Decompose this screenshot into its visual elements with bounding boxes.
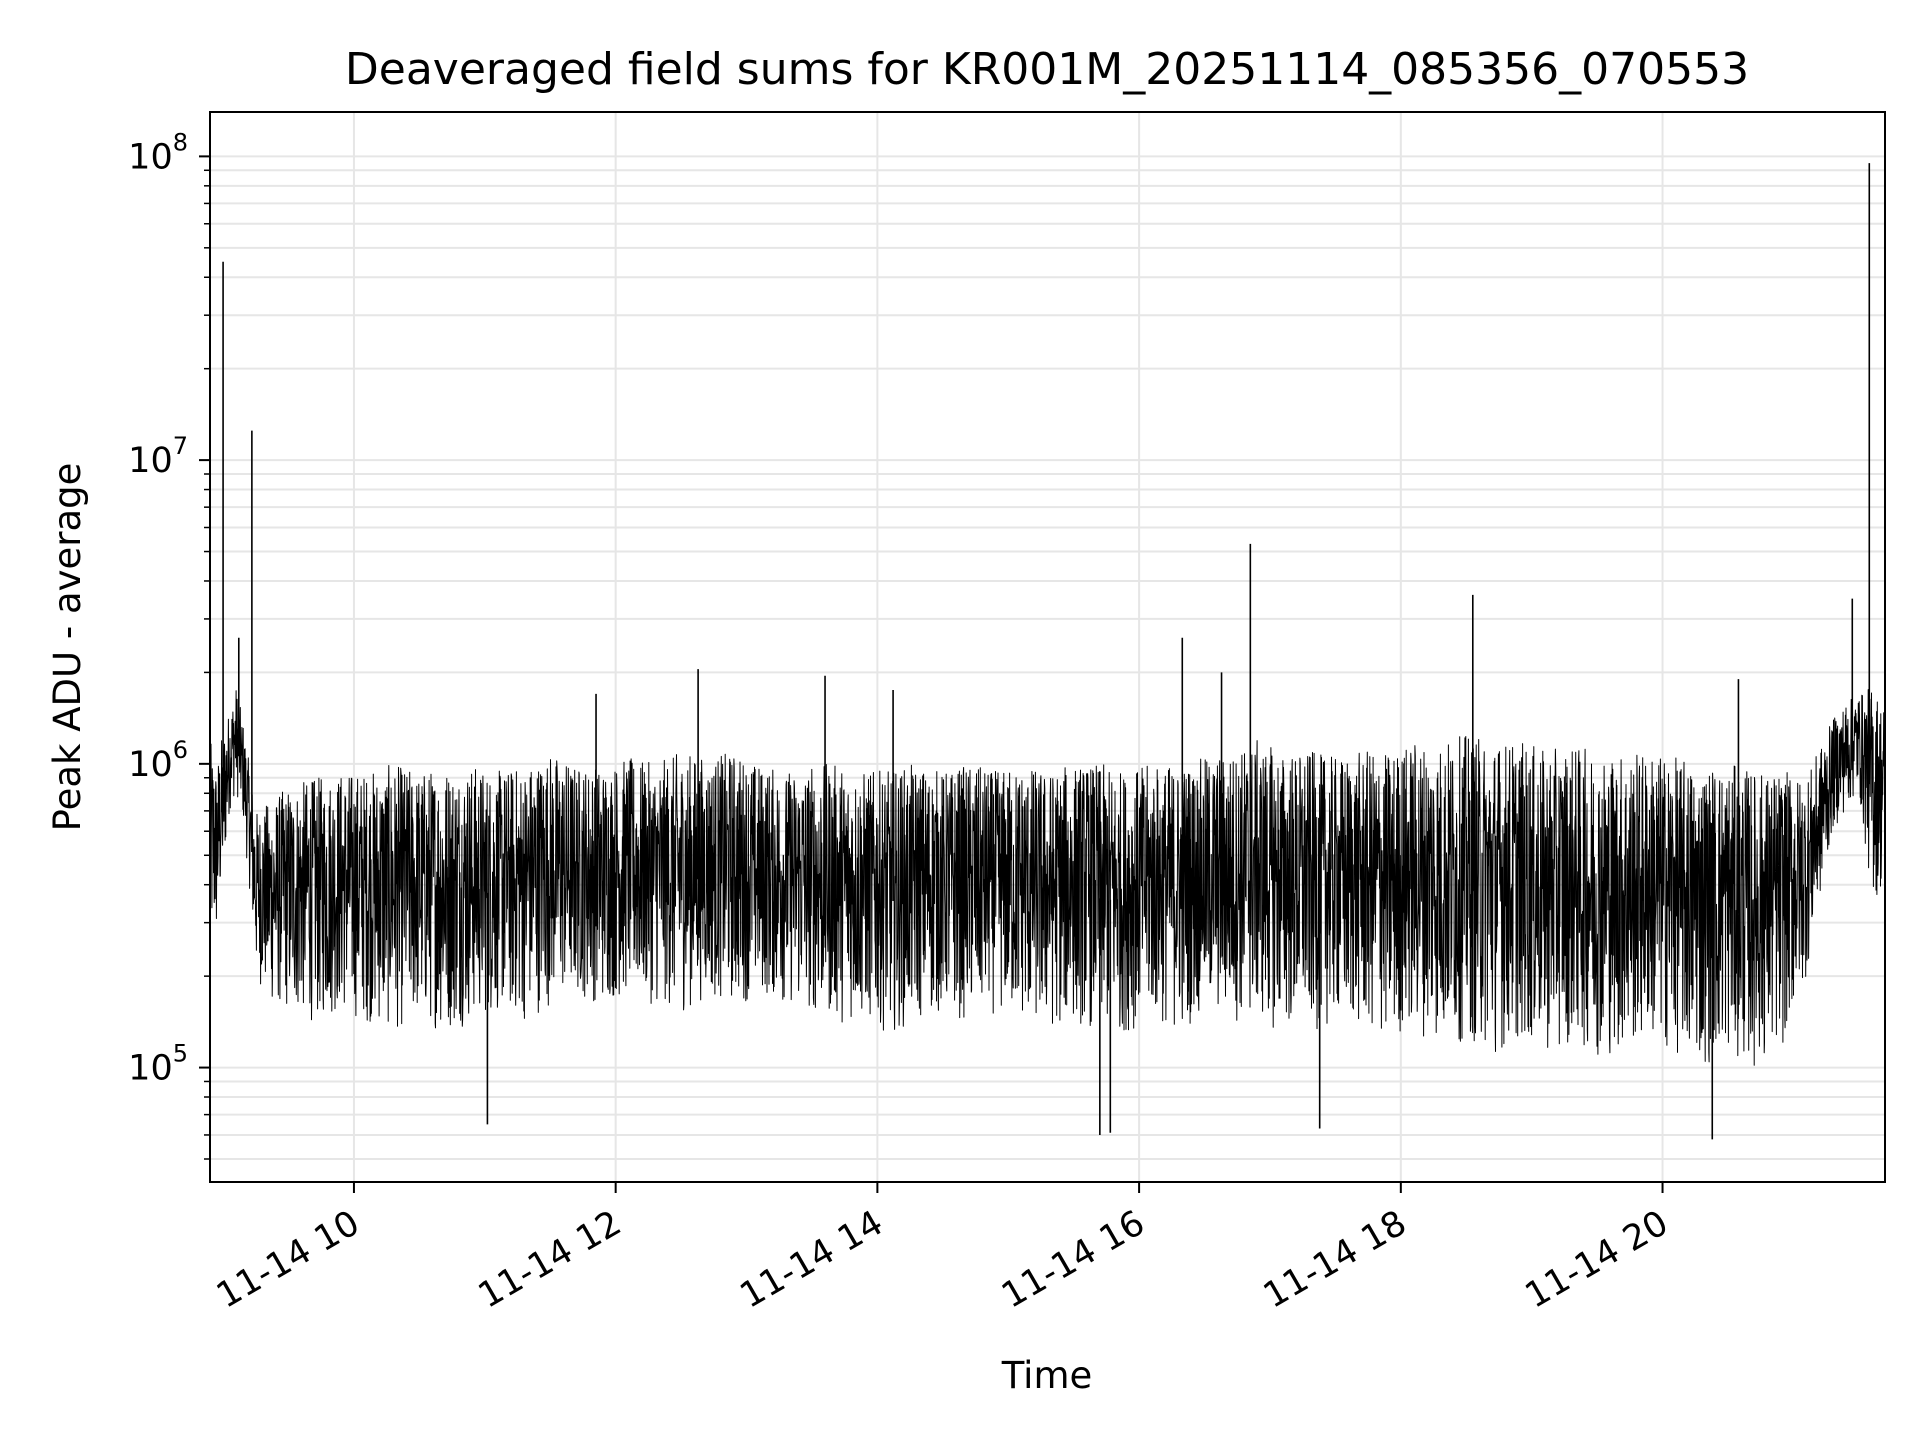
y-tick-label: 106 <box>128 736 188 785</box>
series-line <box>209 163 1886 1140</box>
y-tick-label: 107 <box>128 432 188 481</box>
plot-frame <box>209 111 1886 1183</box>
x-axis-label: Time <box>1001 1354 1093 1397</box>
y-tick-label: 108 <box>128 128 188 177</box>
chart-title: Deaveraged field sums for KR001M_2025111… <box>345 44 1749 95</box>
y-axis-label: Peak ADU - average <box>46 463 89 832</box>
y-tick-label: 105 <box>128 1040 188 1089</box>
series-path <box>209 689 1886 1066</box>
y-axis: 105 106 107 108 <box>128 128 210 1160</box>
